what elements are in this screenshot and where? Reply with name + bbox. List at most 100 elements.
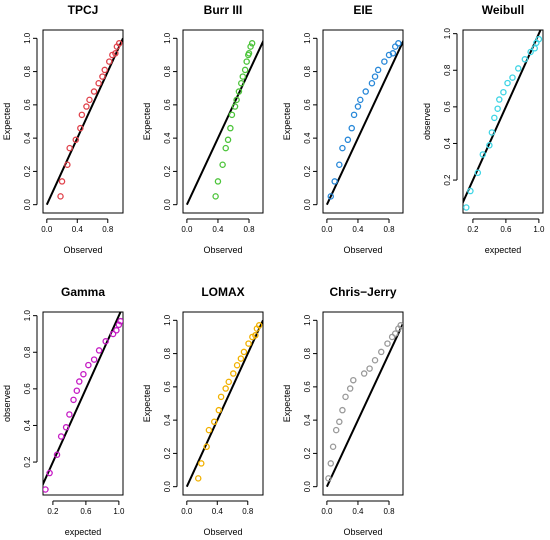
data-point [339,406,346,414]
y-tick-label: 1.0 [303,314,312,326]
data-point [215,406,223,414]
data-point [99,73,106,80]
y-tick-label: 0.4 [303,414,312,426]
data-point [66,411,73,418]
data-point [342,393,349,401]
data-point [327,460,335,467]
data-point [245,340,252,347]
y-tick-label: 0.0 [163,199,172,211]
x-tick-label: 1.0 [113,507,125,516]
chart-title: Gamma [61,285,105,299]
data-point [384,340,391,347]
data-point [102,338,109,345]
y-tick-label: 1.0 [443,28,452,40]
data-point [354,103,362,110]
data-point [327,193,335,200]
data-point [112,50,119,57]
data-point [350,111,358,119]
x-tick-label: 1.0 [533,225,545,234]
plot-frame [42,29,124,214]
data-point [360,370,368,377]
data-point [378,348,385,356]
data-point [329,443,337,451]
data-point [531,45,539,52]
data-point [241,66,249,74]
data-point [219,161,226,169]
y-tick-label: 0.4 [163,132,172,144]
y-tick-label: 0.4 [443,137,452,149]
data-point [115,40,123,47]
y-tick-label: 0.4 [23,132,32,144]
data-point [66,144,73,152]
plot-frame [182,29,264,214]
data-point [247,43,254,50]
data-point [233,96,240,104]
chart-title: LOMAX [201,285,244,299]
data-point [235,88,243,95]
x-axis-label: expected [485,245,522,255]
y-tick-label: 0.6 [23,383,32,395]
data-point [389,50,397,57]
reference-line [185,319,263,488]
x-tick-label: 0.2 [467,225,479,234]
data-point [77,124,84,132]
y-tick-label: 1.0 [303,32,312,44]
data-point [521,56,529,63]
data-point [494,105,501,112]
data-point [346,385,354,392]
x-tick-label: 0.6 [500,225,512,234]
plot-frame [42,311,124,496]
y-tick-label: 0.8 [163,65,172,77]
data-point [53,451,61,458]
data-point [391,330,399,337]
data-point [344,136,352,144]
x-tick-label: 0.4 [352,507,364,516]
x-tick-label: 0.8 [243,225,255,234]
data-point [515,65,522,72]
x-tick-label: 0.2 [47,507,59,516]
data-point [76,378,83,385]
y-tick-label: 0.0 [23,199,32,211]
data-point [73,387,81,394]
data-point [70,396,77,404]
reference-line [463,30,542,205]
data-point [214,178,222,185]
data-point [336,161,343,169]
data-point [395,40,402,47]
data-point [500,88,507,96]
y-tick-label: 0.2 [23,456,32,468]
y-tick-label: 1.0 [163,314,172,326]
data-point [62,424,70,431]
data-point [496,96,503,103]
data-point [255,322,263,329]
data-point [217,393,225,401]
x-axis-label: Observed [203,245,242,255]
data-point [198,460,205,467]
y-axis-label: Expected [142,385,152,423]
data-point [117,317,123,325]
y-tick-label: 0.0 [303,481,312,493]
data-point [366,365,373,372]
y-tick-label: 0.4 [163,414,172,426]
y-tick-label: 0.6 [303,381,312,393]
data-point [486,142,493,149]
data-point [210,418,218,426]
reference-line [325,321,403,488]
panel-3: EIE 0.0 0.4 0.8 0.0 0.2 0.4 0.6 0.8 1.0 Observed Ex… [282,3,404,255]
data-point [252,332,259,339]
y-tick-label: 0.8 [23,346,32,358]
y-tick-label: 0.6 [163,99,172,111]
x-tick-label: 0.6 [80,507,92,516]
plot-frame [182,311,264,496]
y-tick-label: 0.8 [163,347,172,359]
y-axis-label: Expected [142,103,152,141]
data-point [80,370,87,378]
data-point [240,348,248,356]
plot-frame [322,29,404,214]
plot-area [463,30,543,211]
y-tick-label: 0.8 [23,65,32,77]
data-point [222,385,229,392]
data-point [504,79,511,87]
data-point [222,144,229,152]
